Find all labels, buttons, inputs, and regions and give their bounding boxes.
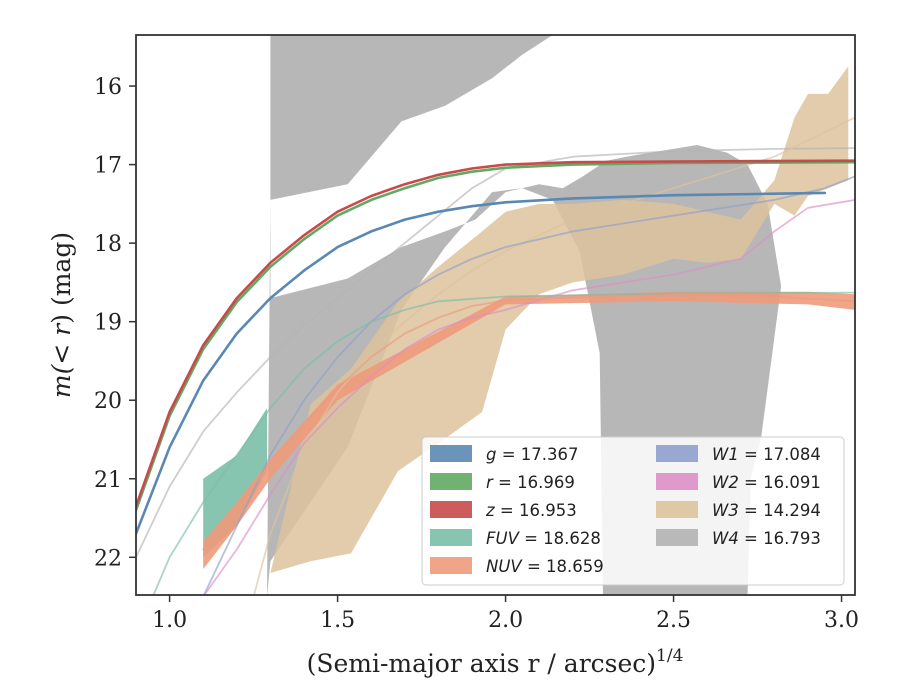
legend-label: g = 17.367 <box>486 445 579 464</box>
x-axis: 1.0 1.5 2.0 2.5 3.0 <box>152 595 859 633</box>
y-tick-label: 19 <box>94 311 122 336</box>
y-tick-label: 21 <box>94 468 122 493</box>
legend-swatch <box>656 501 698 518</box>
legend-label: FUV = 18.628 <box>486 529 601 548</box>
band-w3 <box>270 66 849 574</box>
x-tick-label: 1.5 <box>320 608 355 633</box>
legend-item-w2: W2 = 16.091 <box>656 473 821 492</box>
legend-item-fuv: FUV = 18.628 <box>430 529 601 548</box>
x-axis-title: (Semi-major axis r / arcsec)1/4 <box>307 646 684 678</box>
legend-swatch <box>656 473 698 490</box>
legend-swatch <box>656 445 698 462</box>
x-axis-title-exponent: 1/4 <box>656 646 683 666</box>
series-curves <box>136 116 855 595</box>
y-tick-label: 16 <box>94 75 122 100</box>
curve-fuv <box>152 291 855 595</box>
legend-swatch <box>430 557 472 574</box>
curve-nuv <box>202 294 855 551</box>
curve-w4 <box>136 147 855 559</box>
y-tick-label: 20 <box>94 389 122 414</box>
legend-swatch <box>430 445 472 462</box>
legend-item-g: g = 17.367 <box>430 445 579 464</box>
y-axis-title-prefix: m( <box>47 363 76 398</box>
y-axis-title-suffix: ) (mag) <box>47 232 76 324</box>
curve-g <box>136 191 827 536</box>
x-tick-label: 2.5 <box>656 608 691 633</box>
legend-label: W2 = 16.091 <box>712 473 821 492</box>
y-tick-label: 17 <box>94 154 122 179</box>
y-axis-title-variable: r <box>47 322 76 344</box>
legend-item-w3: W3 = 14.294 <box>656 501 821 520</box>
legend-label: W4 = 16.793 <box>712 529 821 548</box>
legend-label: r = 16.969 <box>486 473 575 492</box>
legend-swatch <box>656 529 698 546</box>
legend-box <box>421 436 845 586</box>
curve-w2 <box>203 198 855 595</box>
legend-swatch <box>430 473 472 490</box>
x-tick-label: 1.0 <box>152 608 187 633</box>
legend-item-r: r = 16.969 <box>430 473 575 492</box>
y-axis-title-symbol: < <box>47 344 76 365</box>
curve-z <box>136 159 855 508</box>
legend-label: z = 16.953 <box>485 501 577 520</box>
legend-item-nuv: NUV = 18.659 <box>430 557 604 576</box>
legend-label: W3 = 14.294 <box>712 501 821 520</box>
y-axis: 16 17 18 19 20 21 22 <box>94 75 136 571</box>
x-tick-label: 3.0 <box>824 608 859 633</box>
y-tick-label: 18 <box>94 232 122 257</box>
legend: g = 17.367 r = 16.969 z = 16.953 FUV = 18.6… <box>421 436 845 586</box>
legend-item-z: z = 16.953 <box>430 501 577 520</box>
band-fuv <box>203 408 267 558</box>
legend-label: NUV = 18.659 <box>486 557 604 576</box>
legend-swatch <box>430 501 472 518</box>
curve-w1 <box>202 175 855 595</box>
legend-item-w1: W1 = 17.084 <box>656 445 821 464</box>
y-axis-title: m(< r) (mag) <box>47 232 76 398</box>
legend-item-w4: W4 = 16.793 <box>656 529 821 548</box>
curve-w3 <box>253 116 855 595</box>
plot-frame <box>135 34 856 596</box>
x-tick-label: 2.0 <box>488 608 523 633</box>
curve-r <box>136 160 855 512</box>
legend-swatch <box>430 529 472 546</box>
legend-label: W1 = 17.084 <box>712 445 821 464</box>
x-axis-title-text: (Semi-major axis r / arcsec) <box>307 649 656 678</box>
y-tick-label: 22 <box>94 546 122 571</box>
